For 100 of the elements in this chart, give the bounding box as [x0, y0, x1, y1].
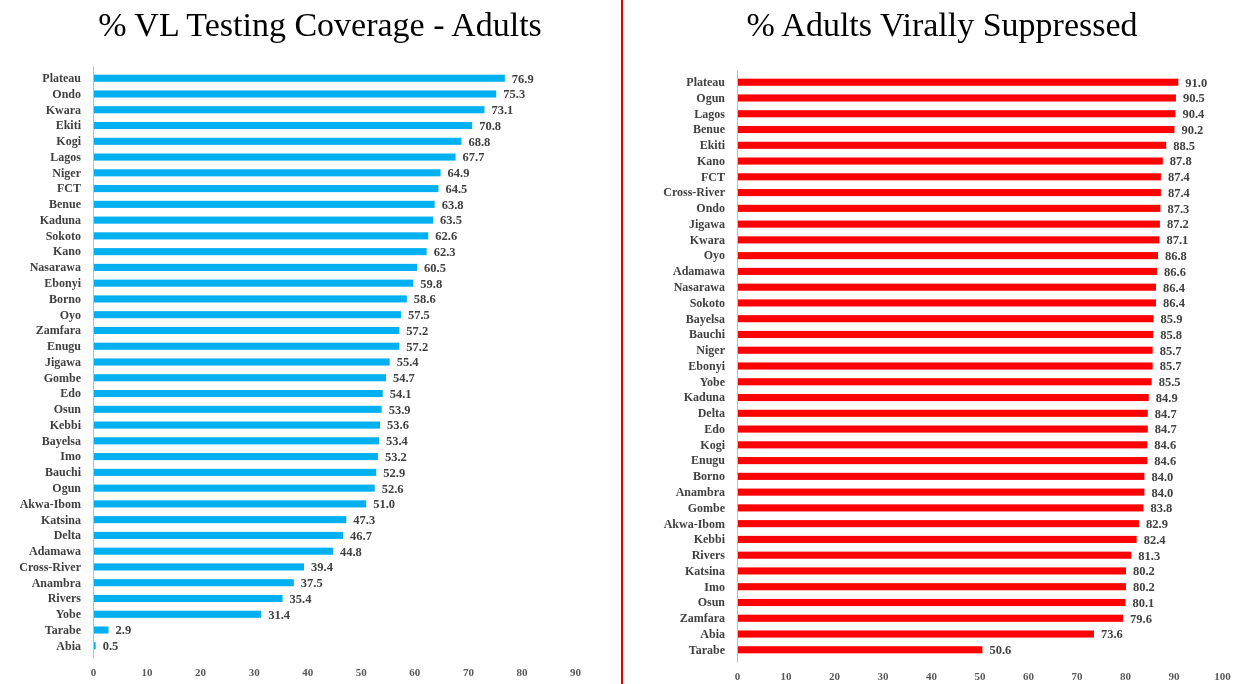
- chart-title: % VL Testing Coverage - Adults: [98, 6, 542, 43]
- bar: [737, 220, 1160, 228]
- y-tick-label: Jigawa: [689, 216, 725, 231]
- data-label: 68.8: [468, 134, 491, 149]
- chart-title: % Adults Virally Suppressed: [746, 6, 1138, 43]
- bar: [737, 283, 1157, 291]
- y-tick-label: Rivers: [47, 591, 82, 606]
- data-label: 75.3: [503, 87, 526, 102]
- y-tick-label: Jigawa: [45, 354, 81, 369]
- bar: [93, 421, 381, 429]
- data-label: 54.1: [389, 386, 412, 401]
- y-tick-label: Akwa-Ibom: [663, 516, 725, 531]
- data-label: 87.1: [1166, 233, 1189, 248]
- bar: [737, 125, 1175, 134]
- y-tick-label: Sokoto: [689, 295, 725, 310]
- y-tick-label: Katsina: [684, 563, 725, 578]
- bar: [93, 169, 441, 177]
- bar: [737, 204, 1161, 212]
- y-tick-label: Borno: [692, 469, 725, 484]
- bar: [737, 189, 1161, 197]
- y-tick-label: Kebbi: [693, 532, 726, 547]
- bar: [737, 315, 1154, 323]
- data-label: 59.8: [420, 276, 443, 291]
- data-label: 70.8: [479, 118, 502, 133]
- bar: [737, 173, 1161, 181]
- data-label: 87.4: [1167, 185, 1191, 200]
- y-tick-label: Tarabe: [688, 642, 726, 657]
- bar: [93, 374, 386, 382]
- bar: [93, 547, 333, 555]
- y-tick-label: Kano: [52, 244, 81, 259]
- y-tick-label: Zamfara: [35, 323, 81, 338]
- data-label: 53.2: [384, 449, 407, 464]
- data-label: 84.7: [1154, 406, 1177, 421]
- bar: [737, 110, 1176, 118]
- data-label: 84.0: [1151, 469, 1174, 484]
- data-label: 82.4: [1143, 532, 1167, 547]
- bar: [93, 468, 377, 476]
- y-tick-label: Oyo: [59, 307, 81, 322]
- y-tick-label: Tarabe: [44, 622, 82, 637]
- data-label: 31.4: [268, 607, 291, 622]
- bar: [737, 567, 1126, 575]
- y-tick-label: Oyo: [703, 248, 725, 263]
- bar: [93, 531, 344, 539]
- data-label: 90.4: [1182, 107, 1206, 122]
- data-label: 90.2: [1181, 122, 1204, 137]
- y-tick-label: Bayelsa: [41, 433, 81, 448]
- data-label: 57.2: [406, 339, 429, 354]
- data-label: 0.5: [102, 639, 119, 654]
- y-tick-label: Imo: [60, 449, 81, 464]
- bar: [93, 342, 400, 350]
- bar: [737, 236, 1160, 244]
- bar: [93, 74, 505, 82]
- x-tick-label: 0: [734, 669, 741, 682]
- y-tick-label: Gombe: [687, 500, 726, 515]
- bar: [737, 488, 1145, 496]
- y-tick-label: Benue: [692, 122, 726, 137]
- y-tick-label: Lagos: [694, 106, 726, 121]
- y-tick-label: Kaduna: [683, 390, 725, 405]
- data-label: 85.7: [1159, 359, 1182, 374]
- bar: [737, 630, 1094, 638]
- bar: [737, 614, 1124, 622]
- bar: [93, 121, 473, 130]
- data-label: 39.4: [311, 560, 334, 575]
- y-tick-label: Plateau: [686, 75, 726, 90]
- bar: [737, 441, 1148, 449]
- x-tick-label: 30: [877, 669, 889, 682]
- bar: [737, 520, 1140, 528]
- y-tick-label: FCT: [57, 181, 81, 196]
- data-label: 58.6: [413, 292, 436, 307]
- data-label: 73.1: [491, 103, 514, 118]
- y-tick-label: Ondo: [52, 86, 81, 101]
- data-label: 86.8: [1164, 249, 1187, 264]
- bar: [93, 295, 407, 303]
- data-label: 85.9: [1160, 312, 1183, 327]
- x-tick-label: 40: [926, 669, 938, 682]
- data-label: 85.8: [1160, 327, 1183, 342]
- x-tick-label: 80: [1120, 669, 1132, 682]
- bar: [737, 362, 1153, 370]
- data-label: 85.7: [1159, 343, 1182, 358]
- y-tick-label: Cross-River: [19, 559, 82, 574]
- bar: [93, 594, 283, 603]
- data-label: 52.6: [381, 481, 404, 496]
- bar: [737, 425, 1148, 433]
- x-tick-label: 50: [974, 669, 986, 682]
- y-tick-label: Delta: [697, 406, 725, 421]
- data-label: 2.9: [115, 623, 132, 638]
- data-label: 80.1: [1132, 595, 1155, 610]
- bar: [737, 378, 1152, 386]
- data-label: 84.6: [1154, 453, 1177, 468]
- data-label: 62.3: [433, 245, 456, 260]
- bar: [737, 267, 1158, 275]
- y-tick-label: Niger: [52, 165, 82, 180]
- data-label: 86.6: [1164, 264, 1186, 279]
- y-tick-label: Ebonyi: [44, 276, 82, 291]
- y-tick-label: Adamawa: [672, 264, 725, 279]
- y-tick-label: Enugu: [690, 453, 726, 468]
- bar: [737, 299, 1157, 307]
- y-tick-label: Adamawa: [28, 544, 81, 559]
- bar: [93, 389, 383, 398]
- y-tick-label: Edo: [60, 386, 81, 401]
